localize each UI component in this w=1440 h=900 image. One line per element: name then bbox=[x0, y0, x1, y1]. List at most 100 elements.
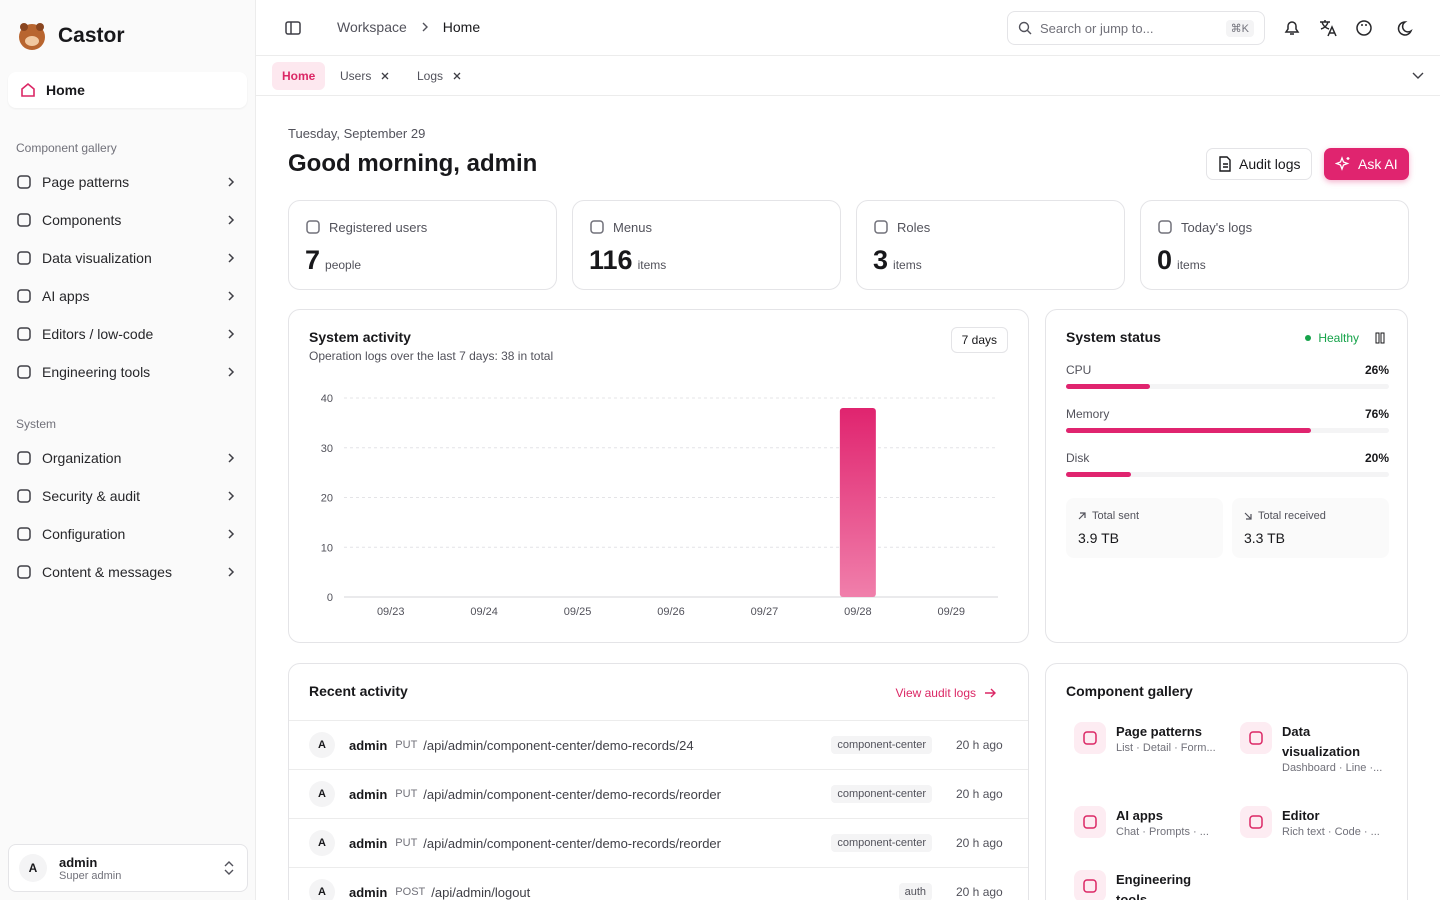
gallery-icon bbox=[1074, 806, 1106, 838]
avatar: A bbox=[309, 732, 335, 758]
x-tick-label: 09/29 bbox=[938, 606, 966, 618]
chevron bbox=[228, 491, 235, 501]
x-tick-label: 09/25 bbox=[564, 606, 592, 618]
search[interactable]: Search or jump to... ⌘K bbox=[1007, 11, 1265, 45]
metric-label: Disk bbox=[1066, 451, 1090, 465]
icon-shape bbox=[17, 451, 31, 465]
audit-logs-button[interactable]: Audit logs bbox=[1206, 148, 1313, 180]
gallery-icon bbox=[1240, 722, 1272, 754]
shortcut: ⌘K bbox=[1225, 19, 1254, 37]
icon bbox=[1249, 731, 1263, 745]
gallery-title: Editor bbox=[1282, 808, 1320, 823]
icon bbox=[17, 451, 31, 465]
tab[interactable]: Home bbox=[272, 62, 326, 90]
brand[interactable]: Castor bbox=[16, 20, 125, 52]
gallery-desc: Dashboard · Line ·... bbox=[1282, 762, 1383, 774]
user-menu[interactable]: A admin Super admin bbox=[8, 844, 248, 892]
stat-number: 3 bbox=[873, 245, 889, 275]
icon-shape bbox=[1078, 512, 1086, 520]
nav-item[interactable]: Data visualization bbox=[8, 240, 247, 276]
nav-item[interactable]: Organization bbox=[8, 440, 247, 476]
avatar: A bbox=[309, 781, 335, 807]
stat-number: 116 bbox=[589, 245, 633, 275]
tab-close[interactable] bbox=[453, 72, 461, 80]
gallery-title: AI apps bbox=[1116, 808, 1163, 823]
icon-shape bbox=[17, 327, 31, 341]
gallery-item[interactable]: Engineering toolsDrag · Virtual scroll ·… bbox=[1074, 870, 1234, 900]
tab[interactable]: Logs bbox=[407, 62, 471, 90]
nav-item[interactable]: Components bbox=[8, 202, 247, 238]
icon-shape bbox=[1083, 731, 1097, 745]
nav-item[interactable]: Editors / low-code bbox=[8, 316, 247, 352]
chevron-shape bbox=[228, 329, 235, 339]
gallery-item[interactable]: AI apps Chat · Prompts · ... bbox=[1074, 806, 1234, 838]
chevron-shape bbox=[228, 529, 235, 539]
chevron bbox=[228, 291, 235, 301]
icon bbox=[422, 22, 428, 32]
tab-close[interactable] bbox=[381, 72, 389, 80]
nav-item[interactable]: Configuration bbox=[8, 516, 247, 552]
nav-item[interactable]: Page patterns bbox=[8, 164, 247, 200]
row-tag: auth bbox=[898, 883, 932, 900]
total-label: Total received bbox=[1244, 510, 1326, 522]
icon bbox=[1083, 815, 1097, 829]
crumb[interactable]: Workspace bbox=[337, 19, 407, 35]
nav-item[interactable]: Engineering tools bbox=[8, 354, 247, 390]
chevron bbox=[228, 453, 235, 463]
nav-item[interactable]: Content & messages bbox=[8, 554, 247, 590]
nav-item[interactable]: AI apps bbox=[8, 278, 247, 314]
stat-label-text: Registered users bbox=[329, 219, 428, 235]
stat-number: 7 bbox=[305, 245, 321, 275]
tab-bar: Home Users Logs bbox=[256, 56, 1440, 96]
gallery-text: Editor Rich text · Code · ... bbox=[1282, 806, 1382, 838]
total: Total sent 3.9 TB bbox=[1066, 498, 1223, 558]
user-role: Super admin bbox=[59, 869, 122, 882]
progress-bar bbox=[1066, 428, 1312, 433]
section-title: Component gallery bbox=[16, 141, 117, 155]
gallery-desc: Chat · Prompts · ... bbox=[1116, 826, 1209, 838]
nav-home[interactable]: Home bbox=[8, 72, 247, 108]
icon bbox=[1083, 879, 1097, 893]
gallery-item[interactable]: Page patterns List · Detail · Form... bbox=[1074, 722, 1234, 754]
stat-label: Roles bbox=[873, 219, 930, 235]
range-select[interactable]: 7 days bbox=[950, 327, 1008, 353]
stat-unit: items bbox=[1177, 258, 1206, 272]
status-card: System status Healthy CPU 26% Memory 76% Dis… bbox=[1045, 309, 1408, 643]
stat-label: Today's logs bbox=[1157, 219, 1252, 235]
x-tick-label: 09/23 bbox=[377, 606, 405, 618]
gallery-item[interactable]: Editor Rich text · Code · ... bbox=[1240, 806, 1400, 838]
sidebar-toggle[interactable] bbox=[285, 20, 301, 36]
icon bbox=[985, 688, 996, 698]
section-title: System bbox=[16, 417, 57, 431]
theme-palette[interactable] bbox=[1356, 20, 1372, 36]
tab[interactable]: Users bbox=[330, 62, 399, 90]
metric: Memory 76% bbox=[1066, 407, 1389, 437]
stat-card: Today's logs 0 items bbox=[1140, 200, 1409, 290]
notifications[interactable] bbox=[1284, 21, 1300, 35]
chevron-shape bbox=[228, 177, 235, 187]
chevron bbox=[228, 567, 235, 577]
tabs-menu[interactable] bbox=[1412, 72, 1424, 80]
gallery-item[interactable]: Data visualization Dashboard · Line ·... bbox=[1240, 722, 1400, 774]
chevron-shape bbox=[228, 453, 235, 463]
row-tag: component-center bbox=[831, 834, 932, 852]
language[interactable] bbox=[1320, 20, 1337, 37]
chevron bbox=[228, 215, 235, 225]
row-method: PUT bbox=[395, 739, 418, 751]
dark-mode[interactable] bbox=[1397, 21, 1413, 36]
stat-card: Menus 116 items bbox=[572, 200, 841, 290]
y-tick-label: 20 bbox=[321, 493, 333, 505]
avatar: A bbox=[309, 879, 335, 900]
row-method: POST bbox=[395, 886, 426, 898]
icon bbox=[1219, 156, 1231, 172]
view-audit-logs-link[interactable]: View audit logs bbox=[896, 686, 997, 700]
nav-item[interactable]: Security & audit bbox=[8, 478, 247, 514]
ask-ai-button[interactable]: Ask AI bbox=[1324, 148, 1409, 180]
progress-bar bbox=[1066, 384, 1150, 389]
pause-button[interactable] bbox=[1375, 332, 1385, 344]
